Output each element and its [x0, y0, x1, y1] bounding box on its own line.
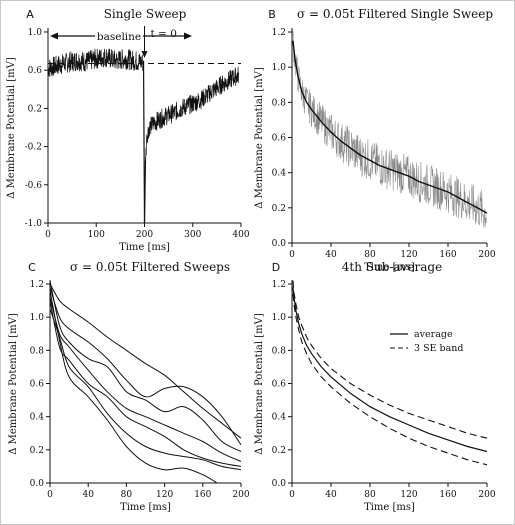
- stimulus-recovery: [143, 160, 147, 224]
- panel-letter: D: [272, 261, 280, 274]
- y-tick-label: 0.0: [30, 479, 45, 489]
- x-tick-label: 120: [156, 490, 173, 500]
- y-tick-label: 1.0: [272, 63, 287, 73]
- x-tick-label: 80: [121, 490, 133, 500]
- y-tick-label: 0.4: [272, 169, 287, 179]
- average-line: [292, 287, 488, 453]
- y-tick-label: 0.6: [272, 380, 287, 390]
- x-tick-label: 160: [194, 490, 211, 500]
- x-tick-label: 0: [289, 250, 295, 260]
- sweep-trace-segment: [47, 48, 143, 77]
- se-band-line: [292, 293, 488, 466]
- x-tick-label: 40: [325, 490, 337, 500]
- filtered-sweep-line: [49, 280, 242, 452]
- x-tick-label: 200: [478, 250, 495, 260]
- y-axis-label: Δ Membrane Potential [mV]: [8, 313, 19, 455]
- filtered-sweep-line: [49, 287, 242, 446]
- y-tick-label: 1.2: [272, 28, 286, 38]
- y-tick-label: 1.2: [272, 280, 286, 290]
- x-axis-label: Time [ms]: [119, 242, 170, 253]
- x-tick-label: 80: [364, 250, 376, 260]
- panel-letter: B: [268, 8, 276, 21]
- panel-d-axes: [288, 280, 488, 487]
- t0-arrowhead: [141, 51, 148, 58]
- x-tick-label: 40: [82, 490, 94, 500]
- t0-annotation: t = 0: [151, 28, 177, 40]
- y-tick-label: -0.6: [25, 181, 43, 191]
- panel-a-axes: [44, 28, 242, 227]
- y-tick-label: 0.8: [272, 98, 287, 108]
- x-tick-label: 0: [289, 490, 295, 500]
- x-tick-label: 80: [364, 490, 376, 500]
- x-axis-label: Time [ms]: [364, 502, 415, 513]
- y-tick-label: 1.0: [272, 313, 287, 323]
- y-tick-label: 1.0: [30, 313, 45, 323]
- y-tick-label: 1.2: [30, 280, 44, 290]
- y-tick-label: 1.0: [28, 28, 43, 38]
- baseline-annotation: baseline: [97, 31, 141, 43]
- x-tick-label: 200: [136, 230, 153, 240]
- y-tick-label: 0.8: [272, 346, 287, 356]
- x-axis-label: Time [ms]: [364, 262, 415, 273]
- y-axis-label: Δ Membrane Potential [mV]: [6, 57, 17, 199]
- panel-letter: A: [26, 8, 34, 21]
- sweep-trace-segment: [144, 66, 239, 224]
- x-tick-label: 100: [88, 230, 105, 240]
- y-tick-label: 0.2: [30, 446, 44, 456]
- filtered-sweep-line: [292, 40, 488, 214]
- y-tick-label: 0.2: [28, 104, 42, 114]
- panel-letter: C: [28, 261, 36, 274]
- panel-title: σ = 0.05t Filtered Sweeps: [70, 260, 230, 274]
- y-tick-label: -1.0: [25, 219, 43, 229]
- y-axis-label: Δ Membrane Potential [mV]: [254, 67, 265, 209]
- x-tick-label: 200: [232, 490, 249, 500]
- y-tick-label: 0.6: [30, 380, 45, 390]
- panel-b-axes: [288, 28, 488, 247]
- arrowhead-right: [184, 32, 192, 40]
- y-tick-label: -0.2: [25, 143, 42, 153]
- x-tick-label: 160: [439, 250, 456, 260]
- panel-c-axes: [46, 280, 242, 487]
- filtered-sweep-line: [49, 290, 218, 484]
- y-tick-label: 0.4: [30, 413, 45, 423]
- x-tick-label: 40: [325, 250, 337, 260]
- panel-title: Single Sweep: [104, 7, 187, 21]
- x-tick-label: 120: [400, 250, 417, 260]
- x-tick-label: 300: [184, 230, 201, 240]
- panel-title: σ = 0.05t Filtered Single Sweep: [297, 7, 493, 21]
- filtered-sweep-line: [49, 308, 242, 471]
- y-axis-label: Δ Membrane Potential [mV]: [254, 313, 265, 455]
- x-tick-label: 200: [478, 490, 495, 500]
- filtered-sweep-line: [49, 300, 242, 467]
- y-tick-label: 0.0: [272, 239, 287, 249]
- y-tick-label: 0.2: [272, 204, 286, 214]
- y-tick-label: 0.4: [272, 413, 287, 423]
- x-tick-label: 120: [400, 490, 417, 500]
- raw-sweep-noise: [292, 30, 488, 228]
- filtered-sweep-line: [49, 297, 242, 462]
- legend-label-se-band: 3 SE band: [414, 343, 463, 354]
- legend-label-average: average: [414, 329, 453, 340]
- arrowhead-left: [50, 32, 58, 40]
- panel-title: 4th Sub-average: [342, 260, 442, 274]
- x-tick-label: 400: [232, 230, 249, 240]
- x-tick-label: 0: [45, 230, 51, 240]
- x-tick-label: 160: [439, 490, 456, 500]
- filtered-sweep-line: [49, 283, 242, 439]
- x-tick-label: 0: [47, 490, 53, 500]
- y-tick-label: 0.6: [272, 134, 287, 144]
- y-tick-label: 0.8: [30, 346, 45, 356]
- x-axis-label: Time [ms]: [120, 502, 171, 513]
- se-band-line: [292, 280, 488, 439]
- y-tick-label: 0.0: [272, 479, 287, 489]
- y-tick-label: 0.6: [28, 66, 43, 76]
- annotation-backdrop: [95, 28, 143, 42]
- y-tick-label: 0.2: [272, 446, 286, 456]
